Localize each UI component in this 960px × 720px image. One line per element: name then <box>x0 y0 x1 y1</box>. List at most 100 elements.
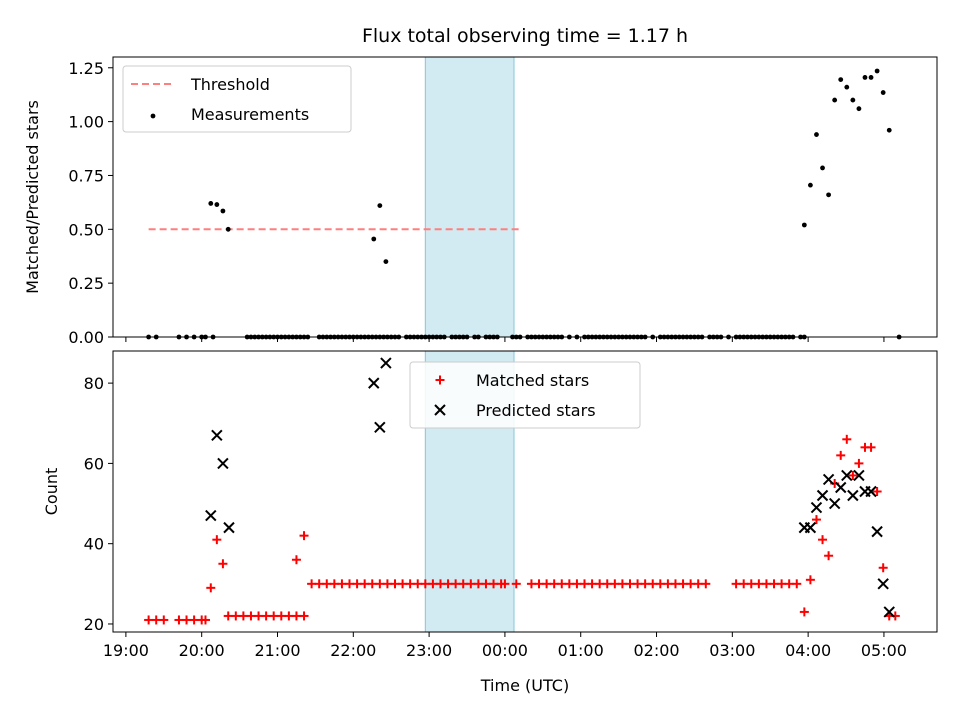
top-ytick-label: 1.00 <box>68 113 104 132</box>
top-axes: 0.00 0.25 0.50 0.75 1.00 1.25 Matched/Predicte… <box>23 56 938 347</box>
top-ytick-label: 0.00 <box>68 328 104 347</box>
matched-star-point <box>428 579 438 589</box>
bottom-plot-frame <box>112 350 938 633</box>
matched-star-point <box>254 611 264 621</box>
top-ytick-label: 1.25 <box>68 59 104 78</box>
matched-star-point <box>866 442 876 452</box>
matched-star-point <box>451 579 461 589</box>
top-legend-box <box>122 65 352 133</box>
predicted-star-point-b <box>871 525 883 538</box>
predicted-star-point <box>374 421 386 433</box>
predicted-star-point-b <box>804 521 817 534</box>
matched-star-point <box>466 579 476 589</box>
matched-star-point <box>473 579 483 589</box>
matched-star-point <box>200 615 210 625</box>
matched-star-point <box>587 579 597 589</box>
matched-star-point <box>754 579 764 589</box>
predicted-star-point <box>380 357 392 369</box>
matched-star-point <box>420 579 430 589</box>
measurement-point <box>838 77 844 83</box>
matched-star-point <box>458 579 468 589</box>
predicted-star-point <box>804 521 817 534</box>
measurement-point <box>862 75 868 80</box>
matched-star-point <box>811 515 821 525</box>
predicted-star-point-b <box>841 469 853 482</box>
bottom-legend-box <box>409 361 641 429</box>
measurement-point <box>377 203 383 209</box>
matched-star-point <box>564 579 574 589</box>
matched-star-point <box>746 579 756 589</box>
legend-matched-label: Matched stars <box>476 371 589 390</box>
legend-predicted-label: Predicted stars <box>476 401 596 420</box>
matched-star-point <box>761 579 771 589</box>
matched-star-point <box>231 611 241 621</box>
predicted-star-point-b <box>853 469 865 482</box>
bottom-xtick-label: 22:00 <box>330 641 376 660</box>
matched-star-point <box>848 470 858 480</box>
matched-star-point <box>818 535 828 545</box>
matched-star-point <box>261 611 271 621</box>
matched-star-point <box>345 579 355 589</box>
top-legend: Threshold Measurements <box>122 65 352 133</box>
predicted-star-point <box>368 377 380 389</box>
predicted-star-point <box>835 481 847 494</box>
measurement-point <box>214 202 220 207</box>
measurement-point <box>220 208 226 214</box>
predicted-star-point-b <box>877 578 889 590</box>
matched-star-point <box>854 458 864 468</box>
matched-star-point <box>670 579 680 589</box>
matched-star-point <box>542 579 552 589</box>
bottom-legend: Matched stars Predicted stars <box>409 361 641 429</box>
bottom-xlabel: Time (UTC) <box>480 676 569 695</box>
bottom-xtick-label: 01:00 <box>558 641 604 660</box>
top-shaded-region <box>424 56 515 338</box>
predicted-star-point <box>828 497 841 510</box>
matched-star-point <box>284 611 294 621</box>
matched-star-point <box>602 579 612 589</box>
matched-star-point <box>299 611 309 621</box>
matched-star-point <box>382 579 392 589</box>
bottom-xtick-label: 19:00 <box>103 641 149 660</box>
measurement-point <box>814 132 819 137</box>
matched-star-point <box>824 551 834 561</box>
matched-star-point <box>549 579 559 589</box>
measurement-point <box>208 201 214 206</box>
matched-star-point <box>375 579 385 589</box>
matched-star-point <box>367 579 377 589</box>
matched-star-point <box>739 579 749 589</box>
predicted-star-point <box>871 525 883 538</box>
matched-star-point <box>648 579 658 589</box>
legend-predicted-swatch <box>434 404 446 416</box>
predicted-star-point <box>841 469 853 482</box>
measurement-point <box>880 90 886 95</box>
matched-star-point <box>329 579 339 589</box>
legend-threshold-label: Threshold <box>190 75 270 94</box>
matched-star-point <box>511 579 521 589</box>
legend-matched-swatch <box>435 375 445 385</box>
matched-star-point <box>352 579 362 589</box>
matched-star-point <box>557 579 567 589</box>
predicted-star-point-b <box>822 473 835 486</box>
bottom-ytick-label: 20 <box>84 615 104 634</box>
predicted-star-point <box>211 429 223 442</box>
predicted-star-point <box>217 457 229 470</box>
matched-star-point <box>291 555 301 565</box>
matched-star-point <box>314 579 324 589</box>
matched-star-point <box>206 583 216 593</box>
matched-star-point <box>640 579 650 589</box>
matched-star-point <box>678 579 688 589</box>
matched-star-point <box>731 579 741 589</box>
matched-star-point <box>655 579 665 589</box>
matched-star-point <box>769 579 779 589</box>
matched-star-point <box>246 611 256 621</box>
measurement-point <box>371 236 377 242</box>
matched-star-point <box>159 615 169 625</box>
measurement-point <box>383 259 389 265</box>
matched-star-point <box>174 615 184 625</box>
predicted-star-point-b <box>810 501 823 514</box>
predicted-star-point-b <box>223 521 235 534</box>
predicted-star-point <box>847 489 859 502</box>
predicted-star-point-b <box>847 489 859 502</box>
predicted-star-point-b <box>374 421 386 433</box>
matched-star-point <box>792 579 802 589</box>
